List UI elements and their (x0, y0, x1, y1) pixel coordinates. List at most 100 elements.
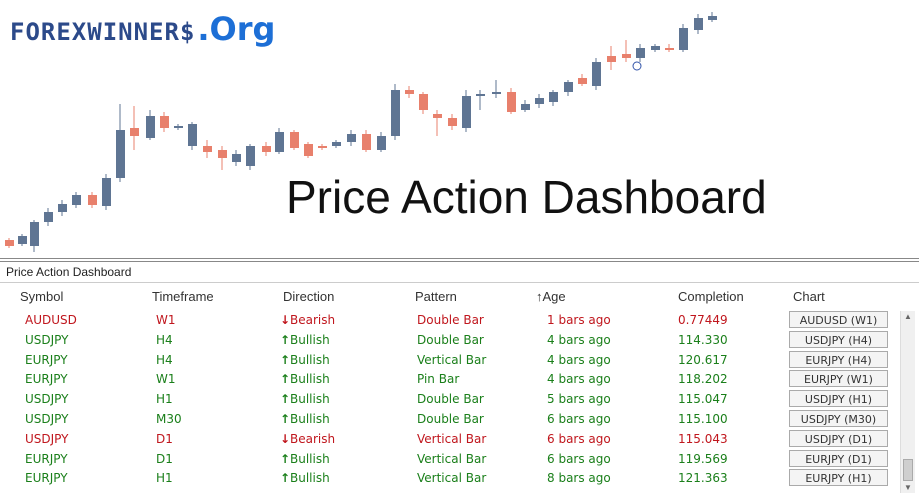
cell-pattern: Pin Bar (417, 372, 460, 387)
candle-body (391, 90, 400, 136)
candle-body (44, 212, 53, 222)
candle-body (636, 48, 645, 58)
candle-body (5, 240, 14, 246)
candle-body (462, 96, 471, 128)
candle-body (433, 114, 442, 118)
candle-body (102, 178, 111, 206)
cell-pattern: Vertical Bar (417, 471, 487, 486)
arrow-up-icon: ↑ (280, 412, 291, 426)
open-chart-button[interactable]: EURJPY (W1) (789, 370, 888, 388)
open-chart-button[interactable]: USDJPY (D1) (789, 429, 888, 447)
cell-completion: 119.569 (678, 451, 728, 466)
arrow-up-icon: ↑ (280, 471, 291, 486)
direction-label: Bullish (290, 412, 330, 426)
logo-text: FOREXWINNER$ (10, 18, 196, 46)
cell-direction: ↑Bullish (280, 372, 330, 386)
table-row: USDJPY H4 ↑Bullish Double Bar 4 bars ago 114.… (0, 330, 900, 351)
cell-completion: 114.330 (678, 332, 728, 347)
candle-body (694, 18, 703, 30)
cell-timeframe: H4 (156, 332, 173, 347)
table-row: AUDUSD W1 ↓Bearish Double Bar 1 bars ago 0.77… (0, 311, 900, 331)
cell-direction: ↑Bullish (280, 412, 330, 426)
candle-body (332, 142, 341, 146)
scroll-down-icon[interactable]: ▼ (904, 483, 912, 492)
candle-body (448, 118, 457, 126)
cell-symbol: AUDUSD (25, 313, 77, 327)
cell-age: 1 bars ago (547, 313, 611, 327)
price-chart-area: FOREXWINNER$ .Org Price Action Dashboard (5, 10, 767, 252)
open-chart-button[interactable]: EURJPY (H1) (789, 469, 888, 487)
candle-body (679, 28, 688, 50)
candle-body (607, 56, 616, 62)
candle-body (578, 78, 587, 84)
cell-direction: ↑Bullish (280, 471, 330, 485)
column-header-direction[interactable]: Direction (283, 289, 335, 304)
open-chart-button[interactable]: EURJPY (H4) (789, 350, 888, 368)
cell-timeframe: H4 (156, 352, 173, 367)
column-header-timeframe[interactable]: Timeframe (152, 289, 214, 304)
arrow-up-icon: ↑ (280, 332, 291, 347)
cell-symbol: USDJPY (25, 392, 69, 407)
panel-divider[interactable] (0, 258, 919, 262)
cell-age: 5 bars ago (547, 392, 611, 407)
candle-body (304, 144, 313, 156)
candle-body (218, 150, 227, 158)
direction-label: Bearish (290, 313, 336, 327)
open-chart-button[interactable]: AUDUSD (W1) (789, 311, 888, 328)
cell-pattern: Double Bar (417, 313, 484, 327)
column-header-completion[interactable]: Completion (678, 289, 744, 304)
candle-body (419, 94, 428, 110)
cell-pattern: Double Bar (417, 392, 484, 407)
scroll-thumb[interactable] (903, 459, 913, 481)
site-logo: FOREXWINNER$ .Org (10, 10, 275, 50)
candle-body (160, 116, 169, 128)
open-chart-button[interactable]: USDJPY (H4) (789, 330, 888, 348)
cell-pattern: Vertical Bar (417, 431, 487, 446)
direction-label: Bullish (290, 352, 330, 367)
table-scrollbar[interactable]: ▲ ▼ (900, 311, 915, 493)
candle-body (88, 195, 97, 205)
cell-age: 4 bars ago (547, 352, 611, 367)
cell-symbol: EURJPY (25, 352, 68, 367)
candle-body (318, 146, 327, 148)
cell-symbol: USDJPY (25, 412, 69, 426)
column-header-age[interactable]: ↑Age (536, 289, 566, 304)
cell-timeframe: H1 (156, 471, 173, 486)
candle-body (30, 222, 39, 246)
cell-age: 4 bars ago (547, 372, 611, 387)
column-header-symbol[interactable]: Symbol (20, 289, 64, 304)
candle-body (665, 48, 674, 50)
direction-label: Bullish (290, 392, 330, 407)
scroll-up-icon[interactable]: ▲ (904, 312, 912, 321)
open-chart-button[interactable]: USDJPY (H1) (789, 390, 888, 408)
cell-age: 4 bars ago (547, 332, 611, 347)
column-header-chart[interactable]: Chart (793, 289, 825, 304)
column-header-pattern[interactable]: Pattern (415, 289, 457, 304)
cell-completion: 115.100 (678, 412, 728, 426)
candle-body (188, 124, 197, 146)
cell-symbol: EURJPY (25, 471, 68, 486)
candle-body (275, 132, 284, 152)
arrow-up-icon: ↑ (280, 372, 291, 387)
cell-direction: ↓Bearish (280, 313, 335, 327)
logo-suffix: .Org (197, 10, 276, 48)
candle-body (18, 236, 27, 244)
open-chart-button[interactable]: USDJPY (M30) (789, 410, 888, 427)
cell-pattern: Vertical Bar (417, 451, 487, 466)
candle-body (246, 146, 255, 166)
direction-label: Bullish (290, 372, 330, 387)
cell-age: 6 bars ago (547, 451, 611, 466)
direction-label: Bullish (290, 471, 330, 486)
arrow-down-icon: ↓ (280, 431, 291, 446)
candle-body (362, 134, 371, 150)
candle-body (146, 116, 155, 138)
table-row: USDJPY D1 ↓Bearish Vertical Bar 6 bars ago 11… (0, 429, 900, 450)
candle-body (232, 154, 241, 162)
candle-body (549, 92, 558, 102)
open-chart-button[interactable]: EURJPY (D1) (789, 449, 888, 467)
candle-body (72, 195, 81, 205)
candle-body (405, 90, 414, 94)
cell-completion: 120.617 (678, 352, 728, 367)
table-row: EURJPY H4 ↑Bullish Vertical Bar 4 bars ago 12… (0, 350, 900, 371)
direction-label: Bearish (290, 431, 336, 446)
